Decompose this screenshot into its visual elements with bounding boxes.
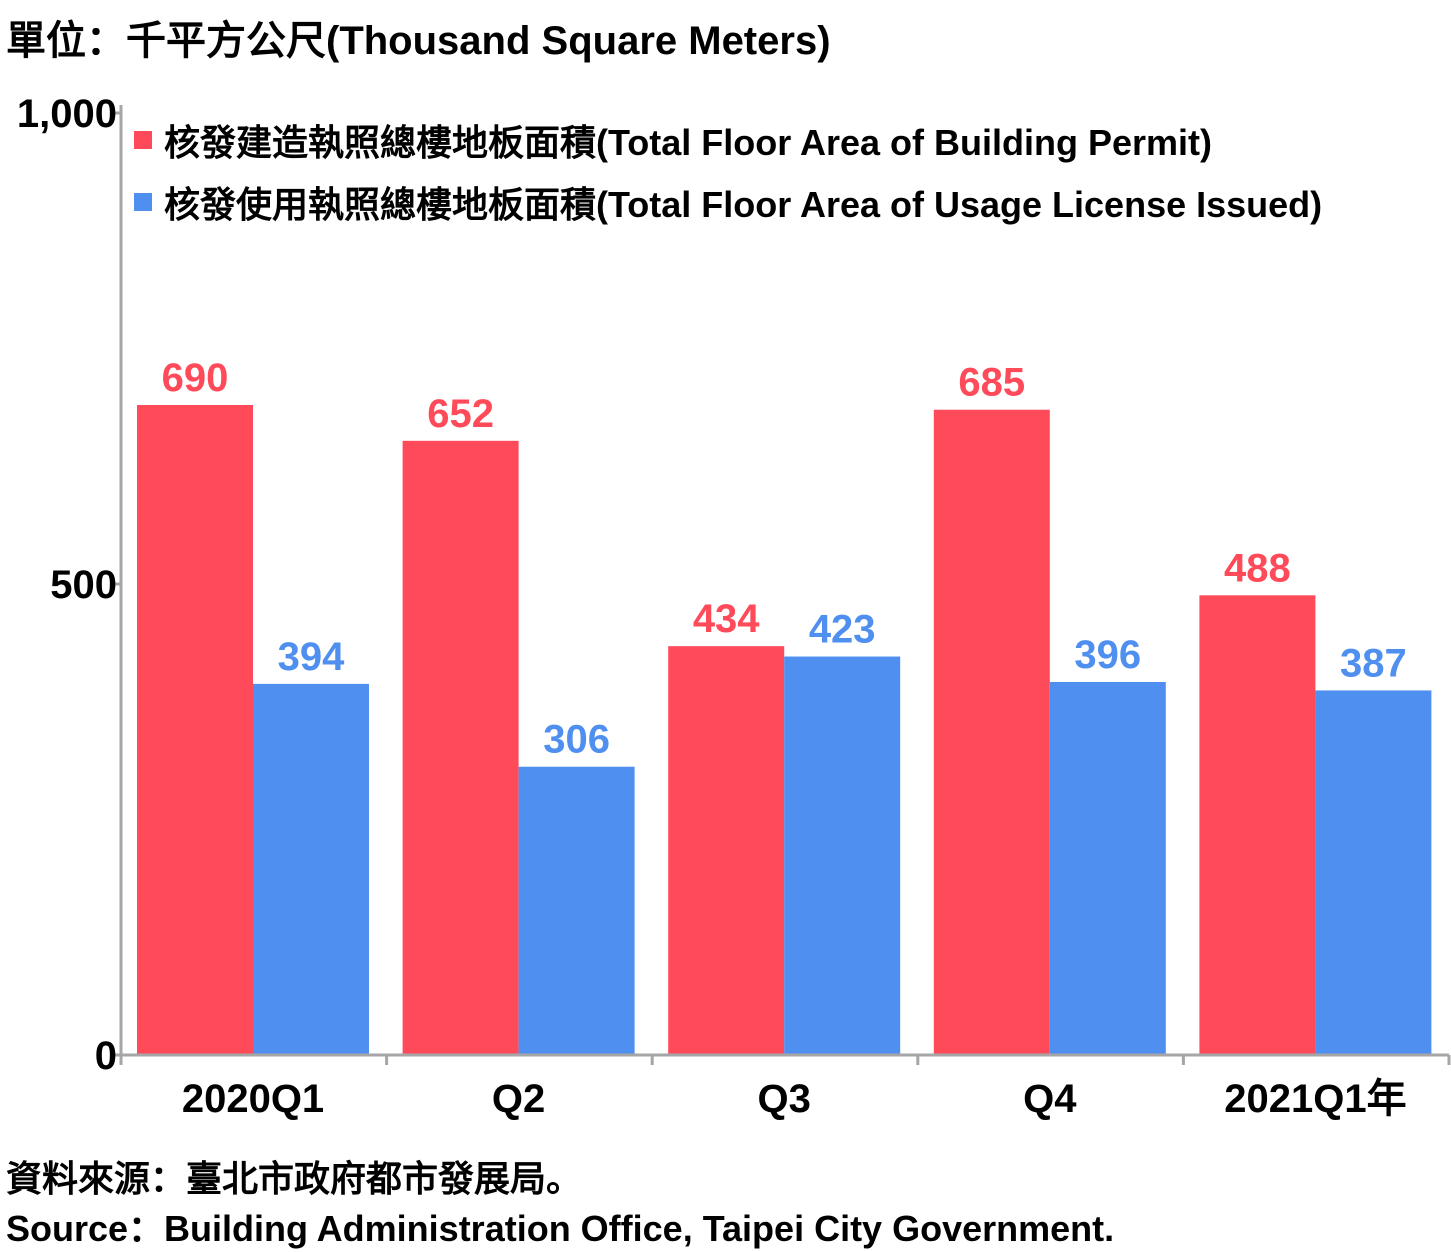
legend-label-permit: 核發建造執照總樓地板面積(Total Floor Area of Buildin… xyxy=(164,122,1212,163)
bar-usage-0 xyxy=(253,683,369,1055)
data-label-permit-0: 690 xyxy=(162,356,229,400)
x-tick-label-2: Q3 xyxy=(758,1077,811,1121)
bar-permit-1 xyxy=(402,440,519,1055)
data-label-usage-3: 396 xyxy=(1074,633,1141,677)
legend-item-permit: 核發建造執照總樓地板面積(Total Floor Area of Buildin… xyxy=(134,114,1212,166)
y-tick-label-1: 500 xyxy=(50,563,117,607)
data-label-permit-1: 652 xyxy=(427,392,494,436)
bar-usage-2 xyxy=(784,656,901,1055)
legend-label-usage: 核發使用執照總樓地板面積(Total Floor Area of Usage L… xyxy=(164,184,1323,225)
data-label-usage-0: 394 xyxy=(278,635,345,679)
source-english: Source：Building Administration Office, T… xyxy=(6,1208,1115,1249)
axes-layer: 2020Q1 Q2 Q3 Q4 2021Q1年 0 500 1,000 xyxy=(17,92,1451,1121)
bar-permit-4 xyxy=(1199,595,1316,1055)
bar-usage-3 xyxy=(1049,681,1166,1055)
legend-swatch-usage xyxy=(134,193,152,211)
data-label-usage-1: 306 xyxy=(543,718,610,762)
data-label-permit-2: 434 xyxy=(693,597,760,641)
legend-item-usage: 核發使用執照總樓地板面積(Total Floor Area of Usage L… xyxy=(134,176,1322,228)
source-chinese: 資料來源：臺北市政府都市發展局。 xyxy=(6,1158,583,1199)
bar-permit-0 xyxy=(137,405,253,1055)
bar-usage-4 xyxy=(1315,690,1432,1055)
data-label-permit-3: 685 xyxy=(958,361,1025,405)
data-labels-layer: 690 394 652 306 434 423 685 396 488 387 xyxy=(162,356,1407,762)
unit-label: 單位：千平方公尺(Thousand Square Meters) xyxy=(6,19,831,63)
bar-permit-2 xyxy=(668,646,785,1055)
x-tick-label-4: 2021Q1年 xyxy=(1224,1077,1406,1121)
y-tick-label-2: 1,000 xyxy=(17,92,117,136)
x-tick-label-0: 2020Q1 xyxy=(182,1077,324,1121)
bar-usage-1 xyxy=(518,766,635,1055)
bar-permit-3 xyxy=(933,409,1050,1056)
x-tick-label-1: Q2 xyxy=(492,1077,545,1121)
data-label-usage-2: 423 xyxy=(809,608,876,652)
bars-layer xyxy=(137,405,1432,1056)
data-label-permit-4: 488 xyxy=(1224,546,1291,590)
legend-swatch-permit xyxy=(134,131,152,149)
y-tick-label-0: 0 xyxy=(95,1034,117,1078)
data-label-usage-4: 387 xyxy=(1340,641,1407,685)
x-tick-label-3: Q4 xyxy=(1023,1077,1077,1121)
